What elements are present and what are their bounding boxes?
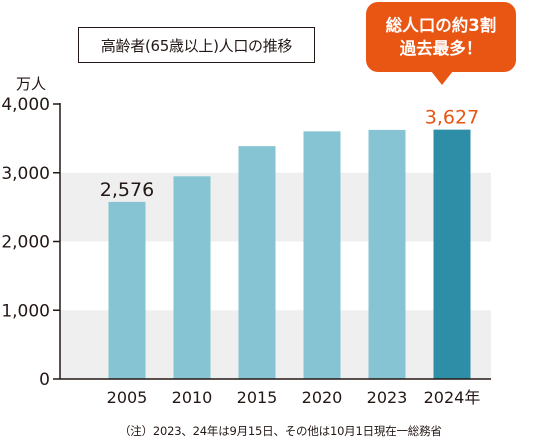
y-unit-label: 万人 — [16, 75, 47, 93]
callout-line-1: 総人口の約3割 — [385, 16, 497, 35]
x-tick-labels: 2005 2010 2015 2020 2023 2024年 — [107, 388, 481, 407]
bar — [303, 131, 341, 379]
bar-series — [108, 129, 471, 379]
x-tick-label: 2024年 — [424, 388, 481, 407]
callout-tail — [431, 71, 453, 85]
y-tick-label: 4,000 — [1, 95, 50, 115]
x-tick-label: 2020 — [302, 388, 343, 407]
y-tick-label: 0 — [39, 370, 50, 390]
bar — [433, 129, 471, 379]
x-tick-label: 2015 — [237, 388, 278, 407]
data-label: 2,576 — [100, 179, 154, 201]
y-tick-label: 3,000 — [1, 164, 50, 184]
chart-title: 高齢者(65歳以上)人口の推移 — [78, 27, 315, 63]
callout-line-2: 過去最多！ — [399, 39, 483, 58]
bar — [368, 129, 406, 379]
bar — [238, 146, 276, 379]
x-tick-label: 2023 — [367, 388, 408, 407]
y-tick-label: 2,000 — [1, 233, 50, 253]
y-tick-label: 1,000 — [1, 301, 50, 321]
callout-bubble: 総人口の約3割 過去最多！ — [366, 2, 516, 72]
x-tick-label: 2010 — [172, 388, 213, 407]
source-note: （注）2023、24年は9月15日、その他は10月1日現在一総務省 — [119, 424, 442, 438]
bar — [173, 176, 211, 379]
data-label: 3,627 — [425, 107, 479, 129]
bar — [108, 201, 146, 379]
y-tick-labels: 0 1,000 2,000 3,000 4,000 — [1, 95, 50, 390]
data-labels: 2,576 3,627 — [100, 107, 479, 201]
axes — [53, 103, 491, 380]
x-tick-label: 2005 — [107, 388, 148, 407]
